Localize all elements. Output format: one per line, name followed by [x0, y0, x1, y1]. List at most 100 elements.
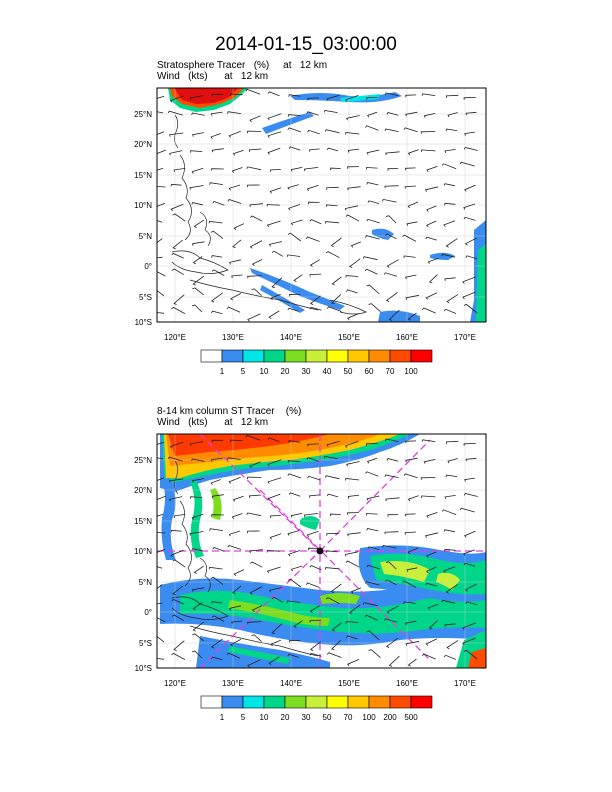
- wind-barb: [210, 133, 221, 139]
- wind-barb: [345, 214, 360, 222]
- wind-barb: [330, 167, 341, 171]
- wind-barb: [364, 614, 378, 621]
- wind-barb: [425, 292, 437, 300]
- wind-barb: [247, 530, 260, 534]
- lat-tick-label: 0°: [144, 262, 152, 271]
- wind-barb: [459, 507, 475, 513]
- wind-barb: [288, 94, 301, 97]
- wind-barb: [324, 221, 339, 224]
- wind-barb: [463, 97, 476, 100]
- wind-barb: [157, 312, 164, 314]
- wind-barb: [347, 186, 361, 191]
- wind-barb: [290, 167, 303, 172]
- wind-barb: [407, 547, 419, 555]
- wind-barb: [346, 115, 360, 121]
- wind-barb: [404, 531, 416, 535]
- wind-barb: [347, 148, 360, 153]
- wind-barb: [366, 495, 380, 501]
- wind-barb: [167, 456, 183, 462]
- wind-barb: [387, 514, 399, 517]
- wind-barb: [326, 186, 339, 190]
- wind-barb: [366, 218, 380, 224]
- wind-barb: [290, 565, 303, 572]
- lon-tick-label: 150°E: [338, 333, 360, 342]
- wind-barb: [169, 150, 183, 156]
- wind-barb: [307, 443, 319, 447]
- wind-barb: [464, 237, 477, 246]
- wind-barb: [384, 185, 399, 189]
- wind-barb: [362, 602, 378, 607]
- wind-barb: [173, 294, 185, 305]
- wind-barb: [251, 288, 262, 296]
- wind-barb: [157, 202, 166, 207]
- wind-barb: [208, 220, 223, 224]
- wind-barb: [462, 291, 476, 300]
- wind-barb: [463, 147, 478, 151]
- wind-barb: [426, 551, 437, 558]
- wind-barb: [192, 478, 204, 483]
- wind-barb: [246, 166, 262, 171]
- panel1-map: [156, 87, 487, 323]
- wind-barb: [441, 509, 457, 516]
- wind-barb: [344, 205, 359, 211]
- wind-barb: [227, 111, 241, 114]
- wind-barb: [269, 187, 282, 194]
- panel1-lat-ticks: 25°N 20°N 15°N 10°N 5°N 0° 5°S 10°S: [134, 110, 152, 327]
- wind-barb: [324, 475, 340, 480]
- tracer-contour: [476, 244, 486, 322]
- wind-barb: [157, 256, 163, 259]
- wind-barb: [383, 618, 398, 623]
- colorbar-swatch: [368, 349, 391, 363]
- wind-barb: [405, 457, 418, 463]
- wind-barb: [228, 130, 241, 138]
- wind-barb: [212, 201, 225, 206]
- wind-barb: [286, 600, 301, 603]
- wind-barb: [269, 533, 282, 540]
- wind-barb: [384, 438, 399, 442]
- wind-barb: [228, 184, 241, 191]
- wind-barb: [366, 457, 378, 464]
- wind-barb: [270, 515, 281, 518]
- wind-barb: [267, 437, 280, 443]
- wind-barb: [463, 562, 476, 567]
- wind-barb: [447, 458, 458, 464]
- wind-barb: [465, 255, 478, 260]
- wind-barb: [385, 151, 400, 156]
- wind-barb: [171, 252, 184, 259]
- tracer-contour: [430, 252, 455, 260]
- wind-barb: [171, 614, 185, 622]
- wind-barb: [306, 530, 319, 538]
- wind-barb: [287, 578, 302, 588]
- wind-barb: [233, 223, 245, 230]
- panel1-map-frame: [156, 87, 487, 323]
- wind-barb: [420, 477, 436, 480]
- wind-barb: [172, 585, 184, 596]
- wind-barb: [307, 97, 319, 101]
- lon-tick-label: 140°E: [280, 333, 302, 342]
- wind-barb: [230, 293, 242, 301]
- colorbar-swatch: [200, 695, 223, 709]
- wind-barb: [266, 566, 281, 574]
- wind-barb: [287, 460, 301, 463]
- wind-barb: [385, 291, 398, 302]
- tracer-contour: [168, 434, 330, 456]
- wind-barb: [227, 457, 241, 460]
- wind-barb: [230, 93, 243, 97]
- lon-tick-label: 130°E: [222, 679, 244, 688]
- wind-barb: [325, 204, 338, 207]
- wind-barb: [426, 220, 437, 228]
- wind-barb: [307, 475, 320, 481]
- wind-barb: [464, 530, 476, 538]
- flight-track: [199, 434, 321, 552]
- wind-barb: [443, 220, 456, 227]
- wind-barb: [169, 132, 184, 137]
- colorbar-swatch: [305, 695, 328, 709]
- wind-barb: [191, 202, 203, 206]
- wind-barb: [157, 271, 166, 277]
- wind-barb: [443, 529, 455, 533]
- wind-barb: [326, 532, 339, 536]
- wind-barb: [306, 184, 319, 192]
- wind-barb: [385, 497, 400, 502]
- wind-barb: [286, 254, 301, 257]
- wind-barb: [426, 512, 438, 519]
